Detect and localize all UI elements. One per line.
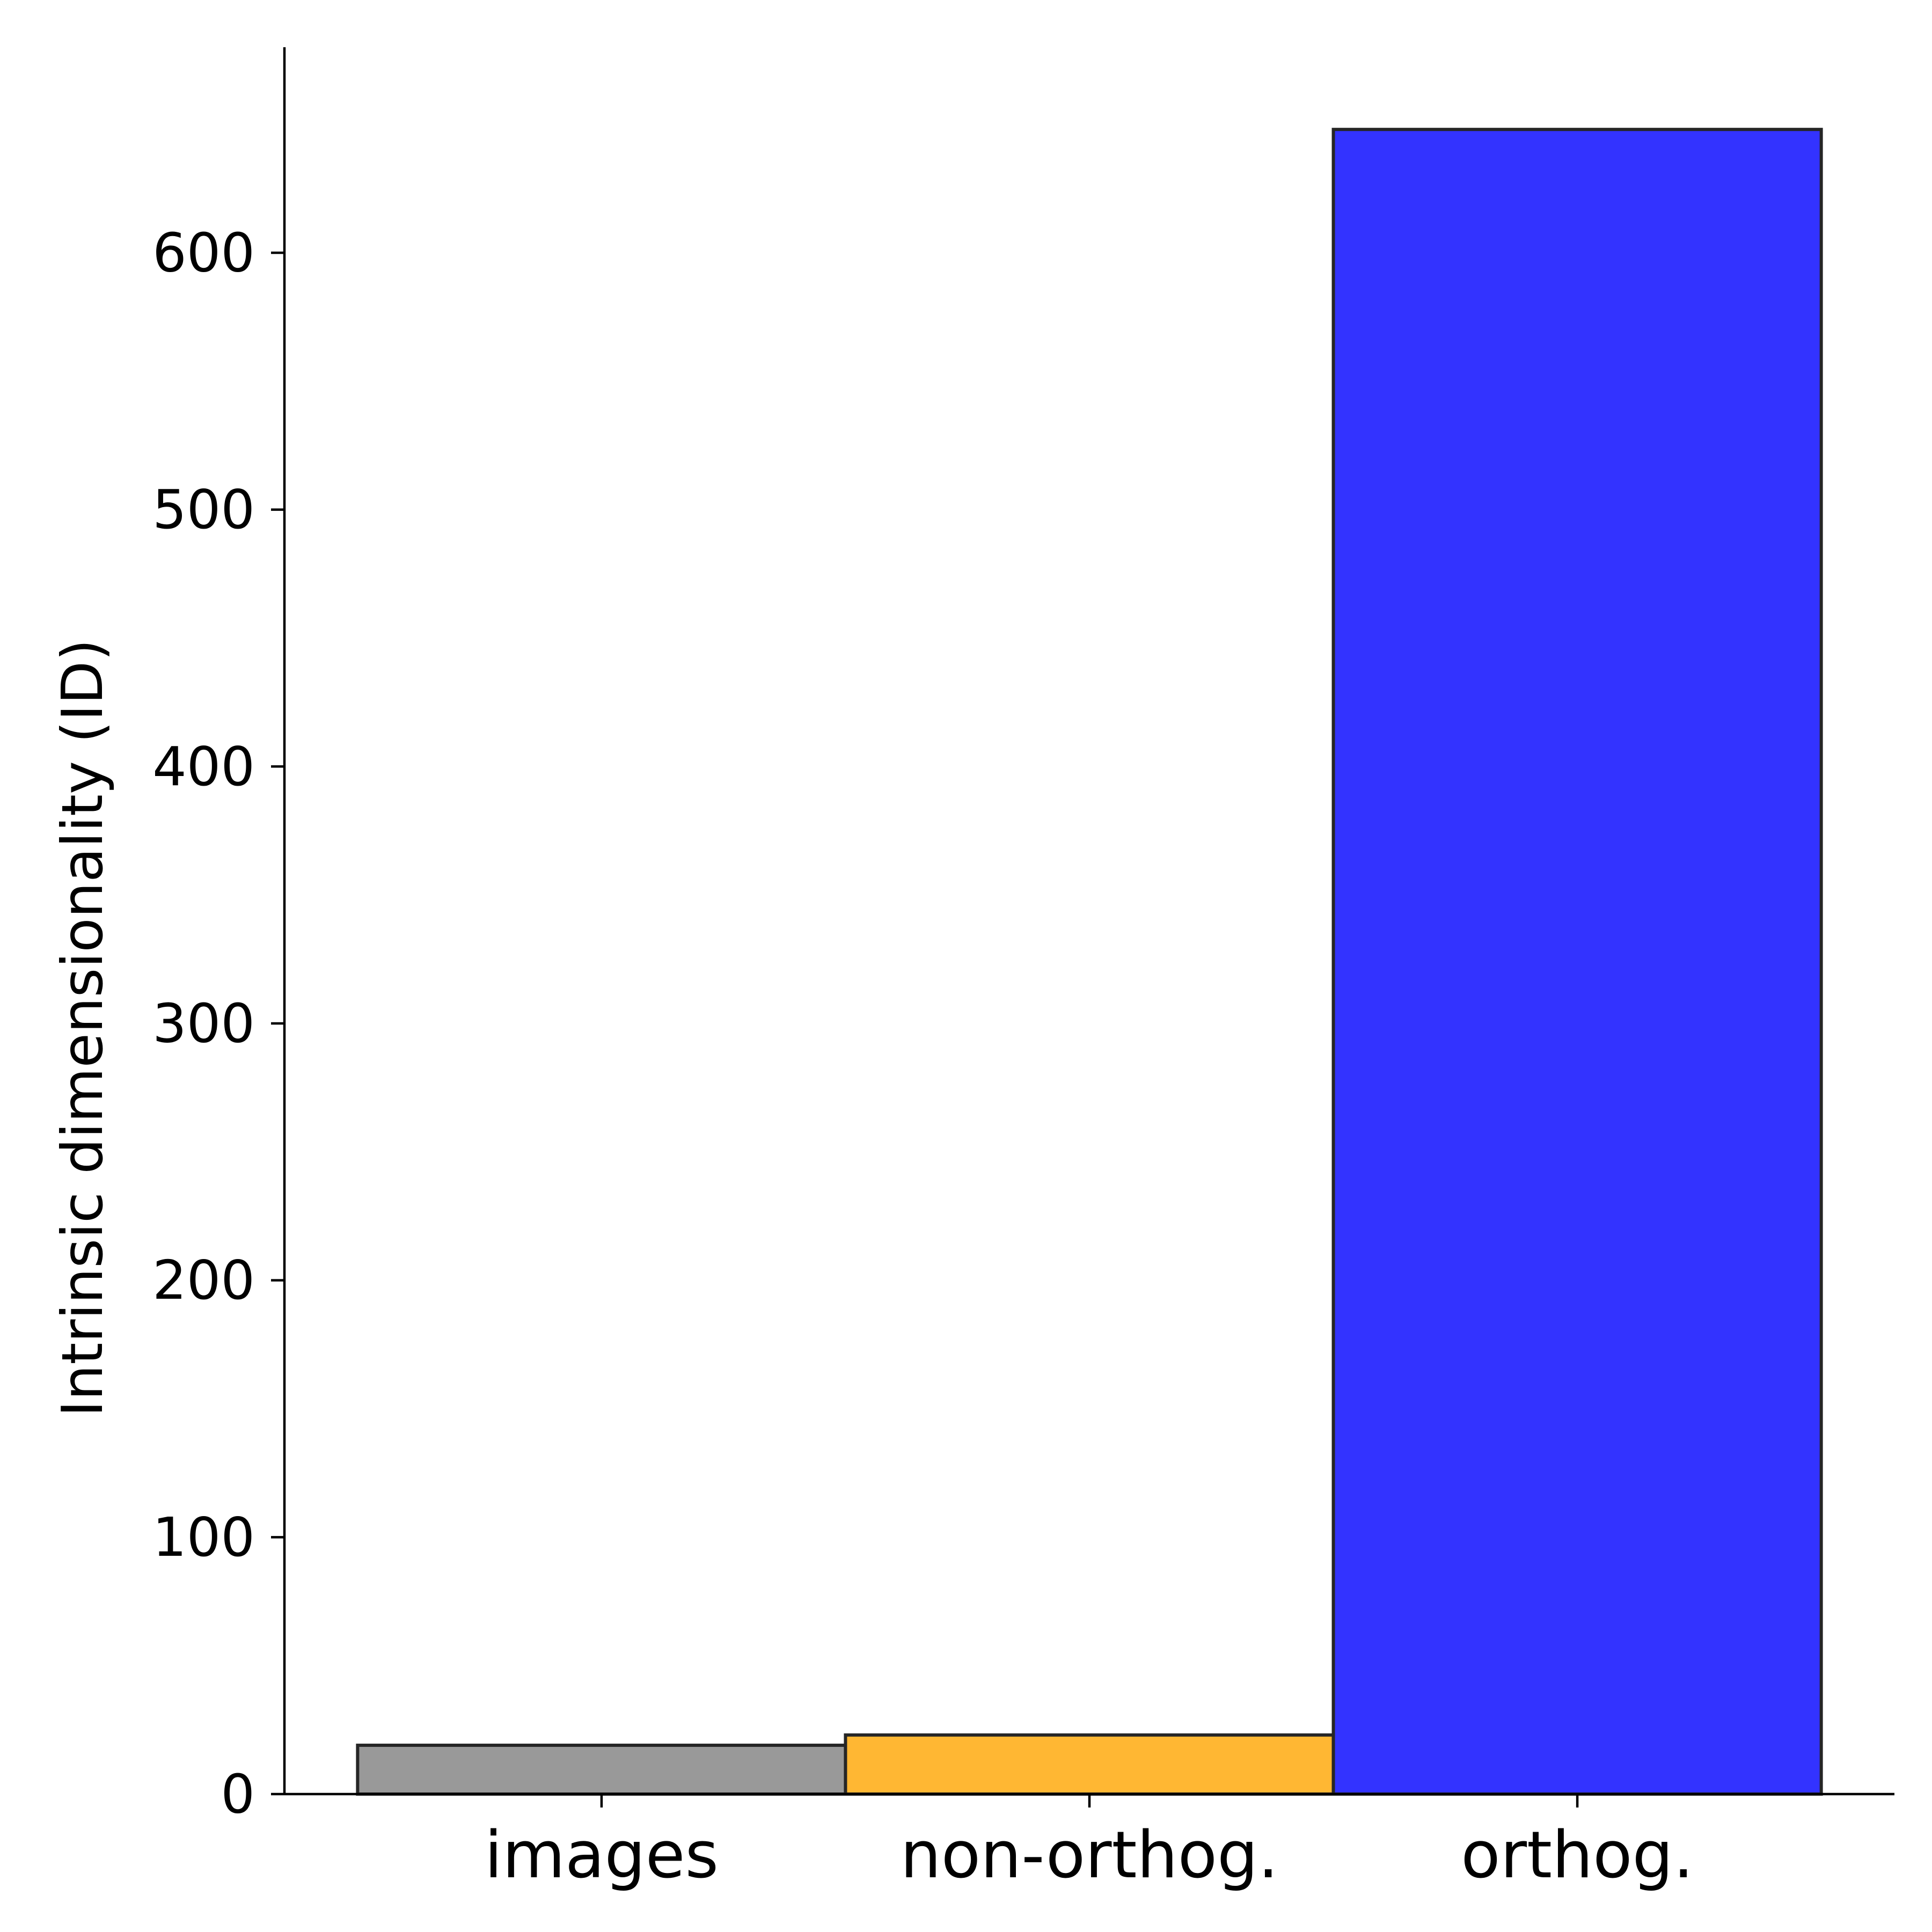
y-axis-label: Intrinsic dimensionality (ID) bbox=[50, 639, 115, 1417]
y-tick-label: 500 bbox=[152, 478, 255, 541]
bar-orthog bbox=[1331, 128, 1823, 1796]
y-tick-label: 200 bbox=[152, 1249, 255, 1312]
y-tick-label: 300 bbox=[152, 992, 255, 1055]
y-tick-label: 600 bbox=[152, 221, 255, 284]
y-tick-label: 400 bbox=[152, 735, 255, 798]
x-ticks-group: images non-orthog. orthog. bbox=[485, 1794, 1694, 1893]
y-tick-label: 100 bbox=[152, 1506, 255, 1569]
bars-group bbox=[356, 128, 1823, 1796]
x-tick-label: images bbox=[485, 1818, 719, 1893]
bar-non-orthog bbox=[844, 1733, 1335, 1796]
y-tick-label: 0 bbox=[221, 1763, 255, 1826]
bar-images bbox=[356, 1744, 847, 1796]
x-tick-label: orthog. bbox=[1461, 1818, 1694, 1893]
y-ticks-group: 0 100 200 300 400 500 600 bbox=[152, 221, 284, 1826]
x-tick-label: non-orthog. bbox=[901, 1818, 1279, 1893]
